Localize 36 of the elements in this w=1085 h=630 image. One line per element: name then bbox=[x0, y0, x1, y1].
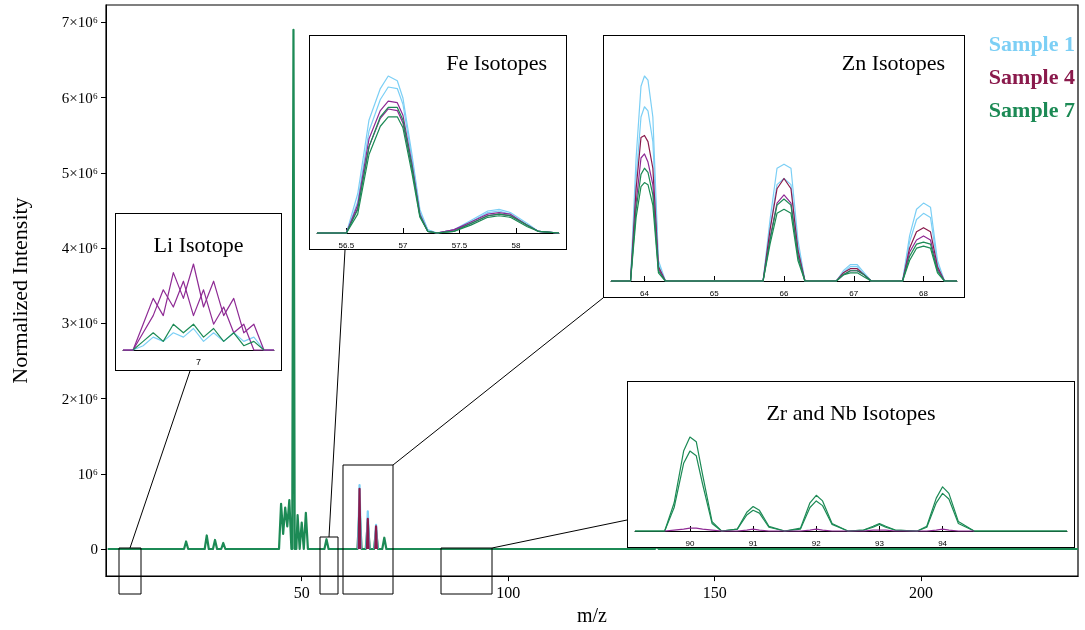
y-axis-title: Normalized Intensity bbox=[6, 197, 32, 384]
x-tick-label: 91 bbox=[748, 538, 759, 548]
text: Sample 4 bbox=[988, 63, 1076, 89]
y-tick-label: 2×10⁶ bbox=[61, 390, 98, 407]
x-tick-label: 67 bbox=[849, 288, 859, 298]
x-tick-label: 58 bbox=[511, 240, 522, 250]
x-axis-title: m/z bbox=[577, 604, 608, 626]
text: Sample 1 bbox=[988, 30, 1076, 56]
chart-title: Li Isotope bbox=[153, 231, 244, 257]
y-tick-label: 7×10⁶ bbox=[61, 14, 98, 31]
x-tick-label: 93 bbox=[874, 538, 885, 548]
chart-title: Zn Isotopes bbox=[841, 49, 945, 75]
x-tick-label: 90 bbox=[685, 538, 695, 548]
y-tick-label: 3×10⁶ bbox=[61, 315, 98, 332]
chart-title: Fe Isotopes bbox=[446, 49, 547, 75]
y-tick-label: 10⁶ bbox=[77, 465, 98, 482]
x-tick-label: 64 bbox=[640, 288, 650, 298]
y-tick-label: 0 bbox=[90, 541, 98, 558]
y-tick-label: 4×10⁶ bbox=[61, 240, 98, 257]
x-tick-label: 100 bbox=[496, 583, 521, 601]
x-tick-label: 92 bbox=[811, 538, 822, 548]
annotation: 7 bbox=[196, 356, 202, 367]
x-tick-label: 56.5 bbox=[338, 240, 355, 250]
x-tick-label: 65 bbox=[709, 288, 720, 298]
x-tick-label: 66 bbox=[779, 288, 789, 298]
x-tick-label: 50 bbox=[293, 583, 310, 601]
chart-title: Zr and Nb Isotopes bbox=[766, 399, 936, 425]
x-tick-label: 94 bbox=[938, 538, 948, 548]
y-tick-label: 5×10⁶ bbox=[61, 164, 98, 181]
x-tick-label: 150 bbox=[702, 583, 727, 601]
x-tick-label: 57.5 bbox=[451, 240, 468, 250]
x-tick-label: 57 bbox=[398, 240, 408, 250]
x-tick-label: 200 bbox=[909, 583, 934, 601]
text: Sample 7 bbox=[988, 96, 1076, 122]
y-tick-label: 6×10⁶ bbox=[61, 89, 98, 106]
x-tick-label: 68 bbox=[919, 288, 929, 298]
